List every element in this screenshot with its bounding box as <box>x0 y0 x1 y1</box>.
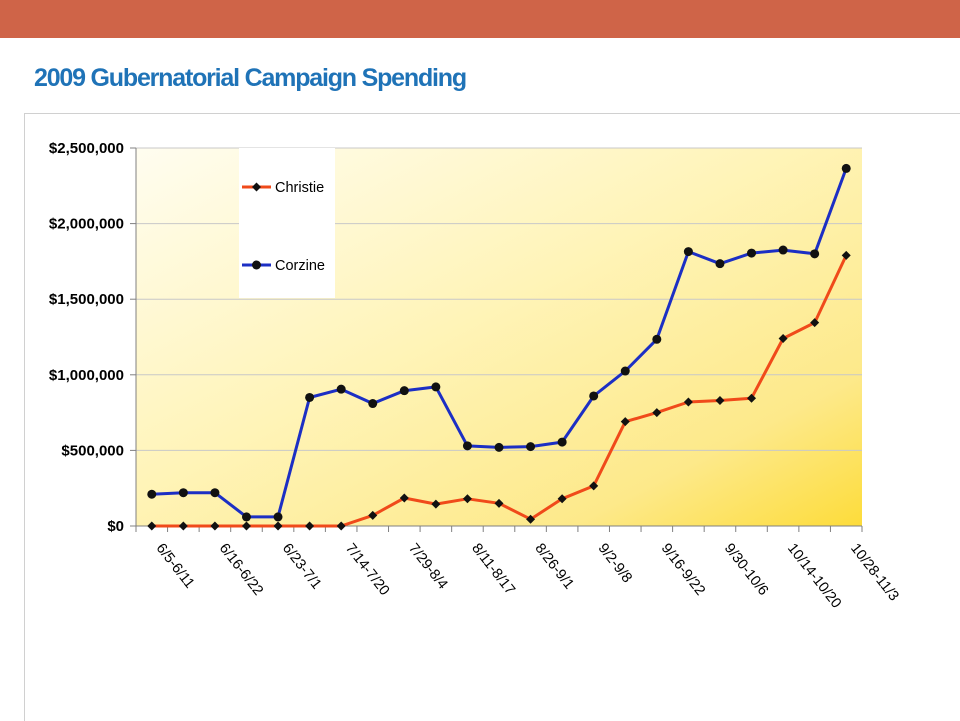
data-point <box>620 366 630 376</box>
legend-marker <box>252 182 261 192</box>
y-tick-label: $2,000,000 <box>49 216 124 233</box>
legend-marker <box>252 260 261 270</box>
data-point <box>652 334 662 344</box>
data-point <box>399 493 409 503</box>
y-tick-label: $0 <box>107 518 124 535</box>
legend: Christie Corzine <box>239 148 335 298</box>
data-point <box>368 510 378 520</box>
data-point <box>683 247 693 257</box>
y-tick-labels: $0 $500,000 $1,000,000 $1,500,000 $2,000,000… <box>49 140 124 535</box>
data-point <box>620 417 630 427</box>
data-point <box>273 521 283 531</box>
x-tick-label: 8/26-9/1 <box>531 541 576 593</box>
data-point <box>305 521 315 531</box>
data-point <box>305 392 315 402</box>
data-point <box>462 441 472 451</box>
data-point <box>589 481 599 491</box>
data-point <box>368 399 378 409</box>
y-tick-label: $500,000 <box>61 442 124 459</box>
data-point <box>841 163 851 173</box>
data-point <box>178 521 188 531</box>
data-point <box>147 521 157 531</box>
data-point <box>147 489 157 499</box>
data-point <box>778 245 788 255</box>
data-point <box>494 442 504 452</box>
data-point <box>841 250 851 260</box>
x-tick-labels: 6/5-6/11 6/16-6/22 6/23-7/1 7/14-7/20 7/29-8… <box>153 541 902 612</box>
data-point <box>778 334 788 344</box>
data-point <box>526 442 536 452</box>
legend-label: Christie <box>275 180 324 196</box>
series-group <box>147 163 851 531</box>
data-point <box>589 391 599 401</box>
data-point <box>431 382 441 392</box>
data-point <box>715 396 725 406</box>
x-tick-label: 8/11-8/17 <box>468 541 518 598</box>
data-point <box>526 514 536 524</box>
data-point <box>683 397 693 407</box>
data-point <box>178 488 188 498</box>
data-point <box>241 512 251 522</box>
data-point <box>557 494 567 504</box>
data-point <box>336 521 346 531</box>
legend-label: Corzine <box>275 258 325 274</box>
data-point <box>557 437 567 447</box>
data-point <box>210 488 220 498</box>
data-point <box>715 259 725 269</box>
chart-panel: $0 $500,000 $1,000,000 $1,500,000 $2,000,000… <box>24 113 960 721</box>
y-tick-label: $2,500,000 <box>49 140 124 157</box>
legend-box <box>239 148 335 298</box>
data-point <box>652 408 662 418</box>
data-point <box>431 499 441 509</box>
x-tick-label: 10/28-11/3 <box>847 541 902 605</box>
data-point <box>399 386 409 396</box>
x-tick-label: 6/23-7/1 <box>279 541 324 593</box>
top-accent-bar <box>0 0 960 38</box>
line-chart: $0 $500,000 $1,000,000 $1,500,000 $2,000,000… <box>49 140 902 612</box>
x-tick-label: 6/5-6/11 <box>153 541 198 592</box>
x-tick-label: 9/30-10/6 <box>721 541 771 599</box>
data-point <box>210 521 220 531</box>
x-tick-label: 10/14-10/20 <box>784 541 844 612</box>
y-tick-label: $1,500,000 <box>49 291 124 308</box>
y-tick-label: $1,000,000 <box>49 367 124 384</box>
slide-title: 2009 Gubernatorial Campaign Spending <box>34 64 467 92</box>
data-point <box>494 498 504 508</box>
x-tick-label: 9/2-9/8 <box>595 541 635 586</box>
data-point <box>336 384 346 394</box>
data-point <box>273 512 283 522</box>
data-point <box>810 318 820 328</box>
data-point <box>810 249 820 259</box>
data-point <box>747 248 757 258</box>
data-point <box>241 521 251 531</box>
data-point <box>747 393 757 403</box>
x-tick-label: 6/16-6/22 <box>216 541 266 599</box>
x-tick-label: 7/14-7/20 <box>342 541 392 599</box>
x-tick-label: 7/29-8/4 <box>405 541 450 593</box>
x-tick-label: 9/16-9/22 <box>658 541 708 599</box>
data-point <box>462 494 472 504</box>
